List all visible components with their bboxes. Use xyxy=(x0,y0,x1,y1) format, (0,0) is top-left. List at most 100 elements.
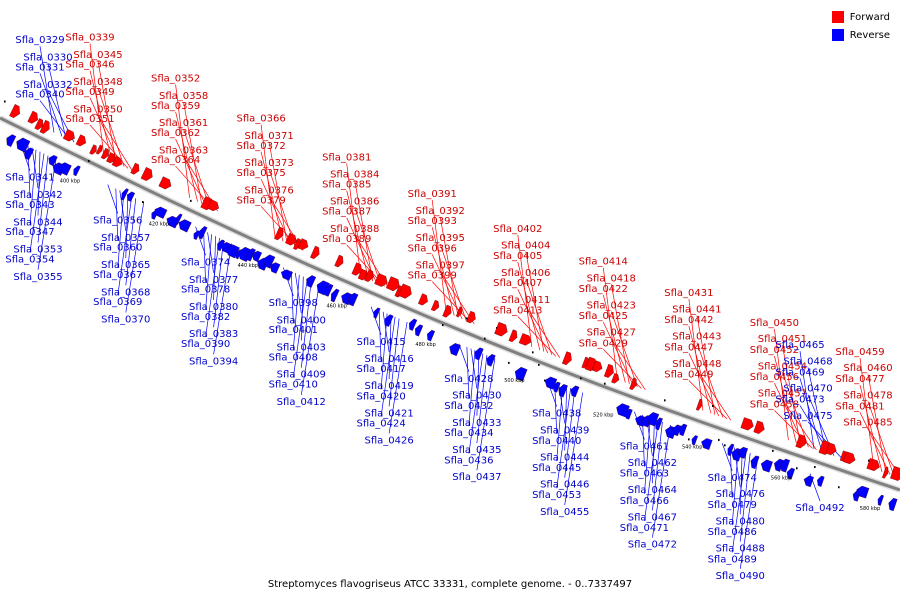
gene-label: Sfla_0445 xyxy=(532,463,581,474)
forward-gene-arrow xyxy=(206,199,219,212)
reverse-gene-arrow xyxy=(127,191,136,202)
gene-label: Sfla_0426 xyxy=(364,436,413,447)
reverse-gene-arrow xyxy=(178,219,192,233)
reverse-gene-arrow xyxy=(154,206,168,219)
small-feature xyxy=(712,404,714,407)
gene-label: Sfla_0374 xyxy=(181,257,230,268)
reverse-gene-arrow xyxy=(786,467,795,480)
gene-label: Sfla_0329 xyxy=(15,35,64,46)
forward-gene-arrow xyxy=(740,417,754,431)
gene-label: Sfla_0373 xyxy=(244,158,293,169)
small-feature xyxy=(4,100,6,103)
gene-label: Sfla_0490 xyxy=(716,571,765,582)
gene-label: Sfla_0352 xyxy=(151,74,200,85)
reverse-gene-arrow xyxy=(856,485,870,499)
gene-label: Sfla_0386 xyxy=(330,197,379,208)
gene-label: Sfla_0480 xyxy=(716,516,765,527)
gene-label: Sfla_0367 xyxy=(93,270,142,281)
forward-gene-arrow xyxy=(285,232,297,246)
leader-line xyxy=(517,316,557,357)
reverse-gene-arrow xyxy=(384,314,394,327)
gene-label: Sfla_0361 xyxy=(159,118,208,129)
leader-line xyxy=(380,313,388,390)
gene-label: Sfla_0472 xyxy=(628,540,677,551)
reverse-gene-arrow xyxy=(760,459,773,473)
forward-gene-arrow xyxy=(130,162,140,175)
gene-label: Sfla_0444 xyxy=(540,453,589,464)
leader-line xyxy=(556,384,564,462)
forward-gene-arrow xyxy=(95,144,103,155)
tick-label: 560 kbp xyxy=(771,476,791,482)
leader-line xyxy=(468,350,476,427)
gene-label: Sfla_0351 xyxy=(65,114,114,125)
leader-line xyxy=(117,192,125,268)
leader-line xyxy=(739,455,759,569)
gene-label: Sfla_0492 xyxy=(795,503,844,514)
tick-label: 500 kbp xyxy=(504,378,524,384)
leader-line xyxy=(688,380,728,420)
leader-line xyxy=(213,243,232,355)
leader-line xyxy=(859,412,891,475)
reverse-gene-arrow xyxy=(514,366,528,382)
gene-label: Sfla_0394 xyxy=(189,356,238,367)
gene-label: Sfla_0372 xyxy=(236,141,285,152)
leader-line xyxy=(29,153,45,253)
leader-line xyxy=(466,346,470,400)
leader-line xyxy=(525,305,561,358)
gene-label: Sfla_0369 xyxy=(93,297,142,308)
leader-line xyxy=(388,315,392,380)
gene-label: Sfla_0456 xyxy=(750,372,799,383)
gene-label: Sfla_0356 xyxy=(93,216,142,227)
small-feature xyxy=(466,317,468,320)
tick-label: 540 kbp xyxy=(682,445,702,451)
gene-label: Sfla_0376 xyxy=(244,185,293,196)
forward-gene-arrow xyxy=(274,226,284,241)
gene-label: Sfla_0405 xyxy=(493,251,542,262)
forward-gene-arrow xyxy=(795,434,807,449)
tick-label: 420 kbp xyxy=(149,221,169,227)
gene-label: Sfla_0452 xyxy=(750,345,799,356)
gene-label: Sfla_0340 xyxy=(15,90,64,101)
reverse-gene-arrow xyxy=(553,381,561,393)
leader-line xyxy=(268,141,288,244)
leader-line xyxy=(610,284,630,385)
leader-line xyxy=(468,353,484,454)
leader-line xyxy=(782,399,817,450)
leader-line xyxy=(652,424,671,538)
small-feature xyxy=(142,201,144,204)
leader-line xyxy=(696,315,716,415)
reverse-gene-arrow xyxy=(877,494,884,506)
leader-line xyxy=(203,230,206,283)
gene-label: Sfla_0438 xyxy=(532,409,581,420)
gene-labels: Sfla_0339Sfla_0345Sfla_0346Sfla_0348Sfla… xyxy=(5,32,892,581)
leader-line xyxy=(378,309,382,363)
leader-line xyxy=(476,351,480,416)
forward-gene-arrow xyxy=(418,293,428,306)
tick-label: 440 kbp xyxy=(238,263,258,269)
leader-line xyxy=(388,318,400,407)
reverse-gene-arrow xyxy=(737,446,748,459)
leader-line xyxy=(29,149,37,226)
gene-label: Sfla_0381 xyxy=(322,152,371,163)
reverse-gene-arrow xyxy=(306,275,317,288)
forward-gene-arrow xyxy=(825,442,837,456)
reverse-gene-arrow xyxy=(246,248,256,262)
gene-label: Sfla_0432 xyxy=(444,401,493,412)
gene-label: Sfla_0388 xyxy=(330,224,379,235)
reverse-gene-arrow xyxy=(348,292,359,307)
gene-label: Sfla_0392 xyxy=(416,206,465,217)
gene-label: Sfla_0348 xyxy=(73,77,122,88)
forward-gene-arrow xyxy=(442,304,452,318)
gene-label: Sfla_0396 xyxy=(408,243,457,254)
leader-line xyxy=(39,46,55,133)
leader-line xyxy=(119,190,127,231)
gene-label: Sfla_0464 xyxy=(628,485,677,496)
forward-gene-arrow xyxy=(591,360,603,373)
small-feature xyxy=(532,351,534,354)
leader-line xyxy=(39,100,71,141)
gene-label: Sfla_0419 xyxy=(364,381,413,392)
gene-label: Sfla_0429 xyxy=(579,338,628,349)
tick-label: 460 kbp xyxy=(327,304,347,310)
leader-line xyxy=(696,342,724,418)
leader-line xyxy=(652,421,663,511)
